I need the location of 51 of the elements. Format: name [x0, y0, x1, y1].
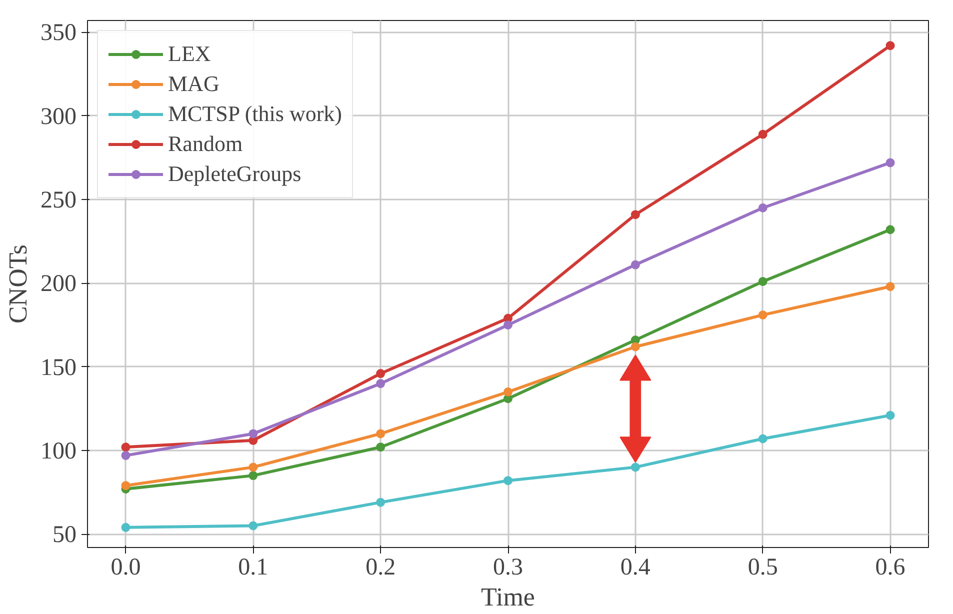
x-tick-label: 0.4	[620, 554, 650, 580]
x-axis-title: Time	[481, 582, 535, 612]
point	[758, 310, 768, 320]
point	[758, 434, 768, 444]
point	[504, 387, 512, 396]
y-tick-label: 250	[40, 188, 76, 214]
y-tick-label: 50	[52, 522, 76, 548]
point	[886, 410, 895, 420]
y-axis-title: CNOTs	[4, 244, 32, 324]
point	[121, 481, 130, 490]
point	[248, 429, 258, 438]
point	[630, 210, 640, 220]
legend-label: MCTSP (this work)	[168, 101, 342, 127]
point	[630, 260, 640, 270]
point	[248, 462, 258, 472]
y-tick-label: 300	[40, 104, 76, 130]
legend-label: MAG	[168, 71, 220, 97]
point	[376, 369, 386, 378]
point	[504, 476, 512, 486]
point	[886, 158, 895, 168]
point	[376, 379, 386, 388]
point	[886, 41, 895, 50]
point	[248, 521, 258, 530]
x-tick-label: 0.3	[493, 554, 523, 580]
y-tick-label: 200	[40, 271, 76, 298]
point	[758, 277, 768, 286]
point	[121, 522, 130, 532]
x-tick-label: 0.2	[366, 554, 396, 580]
point	[758, 203, 768, 212]
point	[376, 498, 386, 507]
point	[758, 130, 768, 139]
legend-label: Random	[168, 131, 243, 157]
x-tick-label: 0.0	[110, 554, 141, 580]
legend-label: LEX	[168, 41, 211, 67]
point	[121, 442, 130, 452]
point	[121, 450, 130, 460]
point	[376, 429, 386, 438]
x-tick-label: 0.1	[238, 554, 268, 580]
point	[376, 442, 386, 452]
point	[630, 462, 640, 472]
legend-label: DepleteGroups	[168, 161, 302, 187]
point	[504, 320, 512, 330]
y-tick-label: 350	[40, 20, 76, 46]
y-tick-label: 150	[40, 354, 76, 381]
x-tick-label: 0.5	[748, 554, 778, 580]
y-tick-label: 100	[40, 438, 76, 464]
point	[886, 282, 895, 291]
point	[630, 342, 640, 352]
x-tick-label: 0.6	[875, 554, 906, 580]
point	[886, 225, 895, 234]
point	[248, 471, 258, 480]
